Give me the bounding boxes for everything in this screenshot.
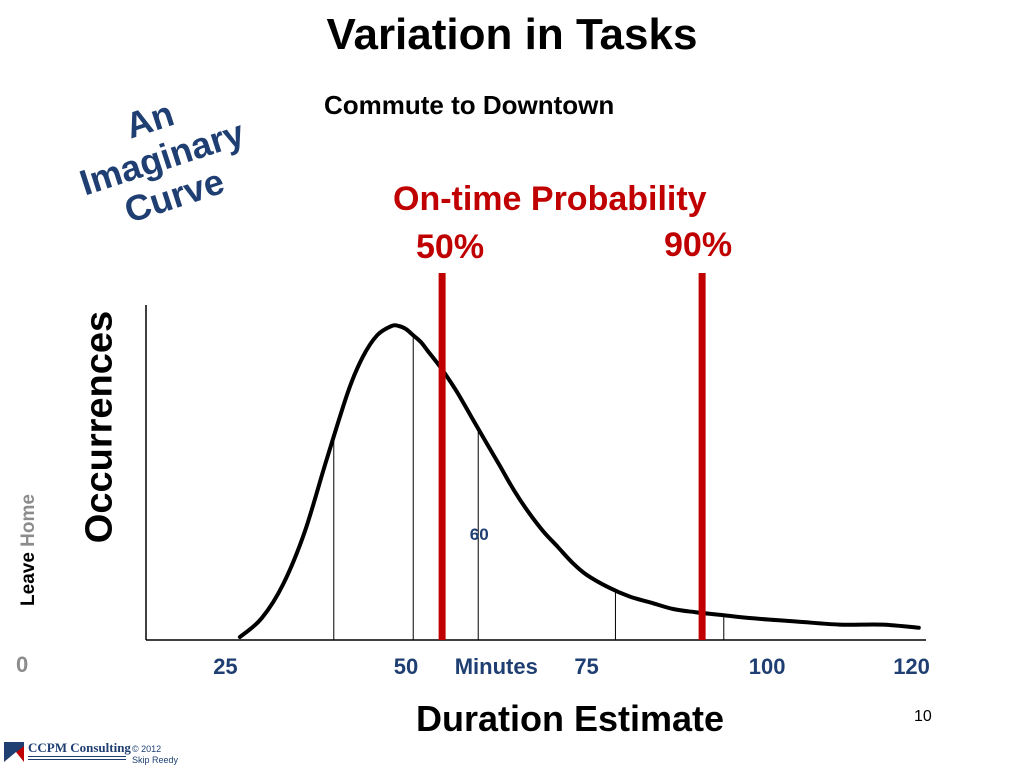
- probability-title: On-time Probability: [393, 180, 707, 218]
- x-axis-label: Duration Estimate: [415, 698, 725, 739]
- slide-title: Variation in Tasks: [326, 10, 698, 59]
- probability-label-50: 50%: [416, 228, 485, 266]
- chart-layer: 60 25 50 75 100 120 Minutes: [145, 273, 930, 679]
- copyright: © 2012 Skip Reedy: [132, 744, 178, 766]
- ccpm-tagline-graphic: [28, 756, 126, 760]
- probability-label-90: 90%: [664, 226, 733, 264]
- copyright-year: © 2012: [132, 744, 162, 754]
- x-origin-label: 0: [16, 652, 29, 677]
- occurrence-curve: [237, 323, 921, 639]
- x-tick-label-120: 120: [893, 654, 930, 679]
- ccpm-logo: CCPM Consulting: [4, 740, 131, 764]
- ccpm-brand: CCPM Consulting: [28, 740, 131, 755]
- x-tick-label-25: 25: [213, 654, 237, 679]
- x-unit-label: Minutes: [455, 654, 538, 679]
- x-tick-label-75: 75: [574, 654, 598, 679]
- slide-subtitle: Commute to Downtown: [324, 90, 615, 120]
- copyright-author: Skip Reedy: [132, 755, 179, 765]
- page-number: 10: [914, 708, 932, 725]
- x-tick-label-50: 50: [394, 654, 418, 679]
- reference-label-60: 60: [470, 525, 489, 544]
- x-tick-label-100: 100: [749, 654, 786, 679]
- ccpm-logo-icon: [4, 742, 24, 762]
